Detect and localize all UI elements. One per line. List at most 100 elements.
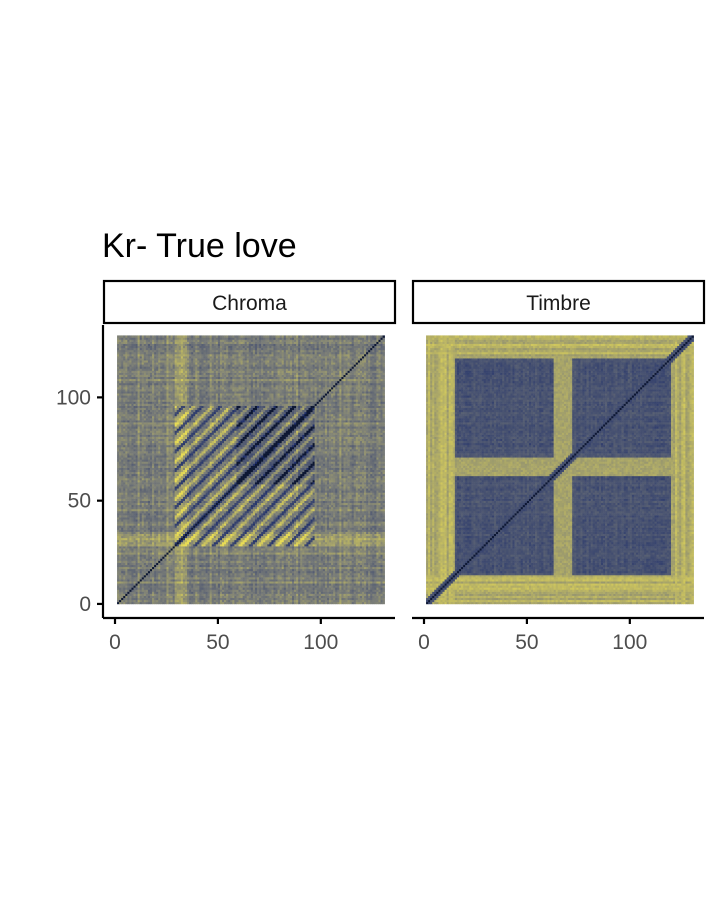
heatmap-cell	[140, 600, 142, 602]
heatmap-cell	[148, 565, 150, 567]
heatmap-cell	[144, 505, 146, 507]
heatmap-cell	[117, 509, 119, 511]
heatmap-cell	[158, 519, 160, 521]
heatmap-cell	[166, 513, 168, 515]
heatmap-cell	[136, 554, 138, 556]
heatmap-cell	[129, 530, 131, 532]
heatmap-cell	[138, 441, 140, 443]
heatmap-cell	[121, 490, 123, 492]
heatmap-cell	[123, 556, 125, 558]
heatmap-cell	[117, 439, 119, 441]
heatmap-cell	[156, 488, 158, 490]
heatmap-cell	[127, 335, 129, 337]
heatmap-cell	[131, 354, 133, 356]
heatmap-cell	[162, 501, 164, 503]
heatmap-cell	[117, 356, 119, 358]
heatmap-cell	[144, 391, 146, 393]
heatmap-cell	[134, 486, 136, 488]
heatmap-cell	[140, 488, 142, 490]
heatmap-cell	[154, 366, 156, 368]
heatmap-cell	[144, 558, 146, 560]
heatmap-cell	[117, 532, 119, 534]
heatmap-cell	[154, 397, 156, 399]
heatmap-cell	[129, 519, 131, 521]
heatmap-cell	[160, 488, 162, 490]
heatmap-cell	[123, 432, 125, 434]
heatmap-cell	[146, 358, 148, 360]
heatmap-cell	[136, 435, 138, 437]
heatmap-cell	[146, 494, 148, 496]
heatmap-cell	[140, 418, 142, 420]
heatmap-cell	[171, 521, 173, 523]
heatmap-cell	[173, 408, 175, 410]
heatmap-cell	[136, 579, 138, 581]
heatmap-cell	[119, 350, 121, 352]
heatmap-cell	[131, 337, 133, 339]
heatmap-cell	[175, 521, 177, 523]
heatmap-cell	[164, 511, 166, 513]
heatmap-cell	[164, 437, 166, 439]
heatmap-cell	[152, 515, 154, 517]
heatmap-cell	[146, 577, 148, 579]
heatmap-cell	[138, 368, 140, 370]
heatmap-cell	[140, 585, 142, 587]
heatmap-cell	[138, 492, 140, 494]
heatmap-cell	[169, 575, 171, 577]
heatmap-cell	[146, 554, 148, 556]
heatmap-cell	[160, 544, 162, 546]
heatmap-cell	[117, 558, 119, 560]
heatmap-cell	[134, 379, 136, 381]
heatmap-cell	[134, 573, 136, 575]
heatmap-cell	[162, 373, 164, 375]
heatmap-cell	[129, 371, 131, 373]
heatmap-cell	[156, 525, 158, 527]
heatmap-cell	[131, 410, 133, 412]
heatmap-cell	[160, 503, 162, 505]
heatmap-cell	[148, 426, 150, 428]
heatmap-cell	[121, 441, 123, 443]
heatmap-cell	[131, 563, 133, 565]
heatmap-cell	[156, 505, 158, 507]
heatmap-cell	[156, 344, 158, 346]
heatmap-cell	[136, 509, 138, 511]
heatmap-cell	[138, 360, 140, 362]
heatmap-cell	[121, 466, 123, 468]
heatmap-cell	[177, 455, 179, 457]
heatmap-cell	[138, 439, 140, 441]
heatmap-cell	[160, 589, 162, 591]
heatmap-cell	[169, 596, 171, 598]
heatmap-cell	[166, 558, 168, 560]
heatmap-cell	[123, 530, 125, 532]
heatmap-cell	[156, 558, 158, 560]
heatmap-cell	[142, 488, 144, 490]
heatmap-cell	[173, 449, 175, 451]
heatmap-cell	[166, 371, 168, 373]
heatmap-cell	[121, 579, 123, 581]
heatmap-cell	[164, 348, 166, 350]
heatmap-cell	[146, 575, 148, 577]
heatmap-cell	[177, 375, 179, 377]
heatmap-cell	[154, 556, 156, 558]
heatmap-cell	[158, 453, 160, 455]
heatmap-cell	[158, 461, 160, 463]
heatmap-cell	[150, 561, 152, 563]
heatmap-cell	[148, 381, 150, 383]
heatmap-cell	[117, 596, 119, 598]
heatmap-cell	[142, 587, 144, 589]
heatmap-cell	[117, 523, 119, 525]
heatmap-cell	[136, 437, 138, 439]
heatmap-cell	[119, 507, 121, 509]
heatmap-cell	[121, 525, 123, 527]
heatmap-cell	[164, 453, 166, 455]
heatmap-cell	[117, 569, 119, 571]
heatmap-cell	[121, 426, 123, 428]
heatmap-cell	[175, 377, 177, 379]
heatmap-cell	[158, 571, 160, 573]
heatmap-cell	[166, 484, 168, 486]
heatmap-cell	[173, 335, 175, 337]
heatmap-cell	[119, 379, 121, 381]
heatmap-cell	[148, 550, 150, 552]
heatmap-cell	[142, 503, 144, 505]
heatmap-cell	[160, 548, 162, 550]
heatmap-cell	[144, 340, 146, 342]
